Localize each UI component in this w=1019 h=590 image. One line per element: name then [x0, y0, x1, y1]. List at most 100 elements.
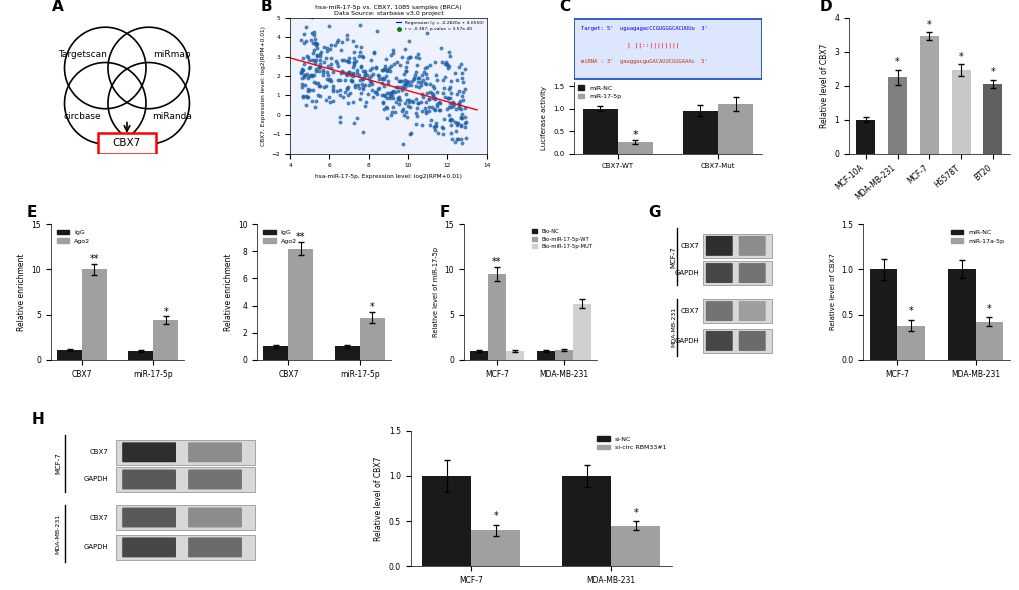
Y-axis label: Relative level of CBX7: Relative level of CBX7 [374, 456, 383, 540]
Point [292, 35, 309, 44]
Bar [128, 351, 153, 360]
Point [350, 81, 366, 90]
Text: *: * [986, 304, 990, 314]
Text: GAPDH: GAPDH [674, 338, 698, 344]
Text: miRNA : 3'  gauggacguGACAUUCGUGAAAc  5': miRNA : 3' gauggacguGACAUUCGUGAAAc 5' [581, 58, 707, 64]
Point [430, 128, 446, 137]
Text: MCF-7: MCF-7 [671, 246, 677, 268]
Point [441, 93, 458, 103]
Point [310, 62, 326, 71]
Point [370, 70, 386, 80]
Point [294, 65, 311, 75]
Point [307, 35, 323, 44]
Point [426, 126, 442, 135]
Point [373, 90, 389, 100]
Point [340, 68, 357, 78]
Point [396, 76, 413, 85]
Point [333, 45, 350, 54]
Point [403, 80, 419, 90]
Point [431, 98, 447, 107]
Point [376, 81, 392, 90]
Point [374, 65, 390, 74]
Point [301, 71, 317, 81]
Point [453, 74, 470, 83]
Point [354, 51, 370, 60]
Point [300, 73, 316, 83]
Point [331, 86, 347, 95]
Point [306, 28, 322, 37]
Point [410, 98, 426, 107]
Point [457, 64, 473, 74]
Point [298, 91, 314, 101]
Point [441, 115, 458, 124]
Point [418, 109, 434, 118]
Point [311, 66, 327, 76]
Point [448, 75, 465, 84]
Point [384, 93, 400, 102]
Point [439, 93, 455, 103]
Point [328, 86, 344, 96]
Point [427, 121, 443, 130]
Text: CBX7: CBX7 [680, 243, 698, 249]
FancyBboxPatch shape [738, 236, 765, 256]
Point [292, 68, 309, 77]
FancyBboxPatch shape [705, 331, 732, 351]
Point [355, 127, 371, 137]
Point [352, 47, 368, 56]
Point [442, 114, 459, 123]
Bar [471, 530, 520, 566]
Point [335, 92, 352, 101]
Point [308, 64, 324, 74]
Point [384, 48, 400, 57]
Point [426, 106, 442, 115]
Point [329, 75, 345, 84]
Point [446, 68, 463, 77]
Bar [561, 476, 610, 566]
Point [397, 66, 414, 76]
Point [429, 75, 445, 84]
Point [421, 106, 437, 116]
Point [309, 51, 325, 60]
Point [327, 41, 343, 50]
FancyBboxPatch shape [115, 440, 255, 464]
Point [360, 89, 376, 99]
Point [428, 87, 444, 97]
Text: *: * [908, 306, 913, 316]
X-axis label: hsa-miR-17-5p, Expression level: log2(RPM+0.01): hsa-miR-17-5p, Expression level: log2(RP… [315, 174, 462, 179]
Point [353, 42, 369, 52]
Text: CBX7: CBX7 [113, 138, 141, 148]
Point [443, 116, 460, 125]
Point [308, 66, 324, 76]
Point [318, 95, 334, 104]
Point [375, 104, 391, 113]
Point [450, 62, 467, 71]
Point [368, 64, 384, 73]
FancyBboxPatch shape [705, 263, 732, 283]
Point [452, 134, 469, 143]
Point [420, 103, 436, 112]
Point [330, 35, 346, 45]
Point [360, 73, 376, 83]
Point [308, 78, 324, 87]
Point [434, 129, 450, 139]
Point [318, 53, 334, 63]
Text: *: * [958, 51, 963, 61]
Point [364, 85, 380, 94]
Point [398, 112, 415, 122]
Point [440, 103, 457, 112]
Point [450, 100, 467, 109]
Text: *: * [926, 19, 930, 30]
Point [397, 77, 414, 87]
Bar [869, 270, 897, 360]
Point [315, 65, 331, 75]
Point [454, 78, 471, 87]
Point [394, 104, 411, 114]
Bar [610, 526, 659, 566]
Point [394, 83, 411, 93]
Point [440, 111, 457, 120]
Point [389, 83, 406, 92]
Point [338, 70, 355, 80]
FancyBboxPatch shape [187, 442, 242, 463]
Point [394, 139, 411, 149]
Point [396, 98, 413, 107]
